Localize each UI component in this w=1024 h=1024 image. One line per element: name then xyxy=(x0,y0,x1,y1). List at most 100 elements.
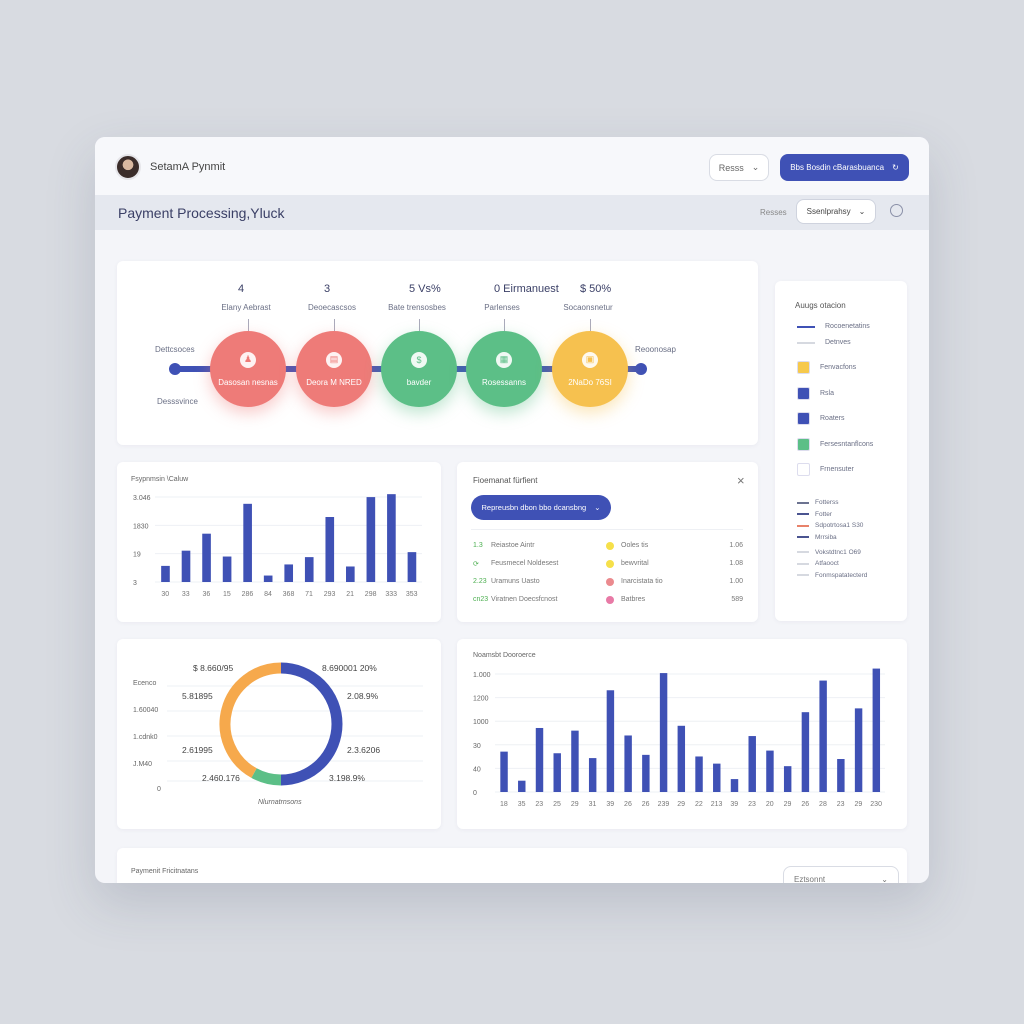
detail-row[interactable]: ⟳ Feusmecel Noldesest bewvrital 1.08 xyxy=(473,560,743,574)
donut-segment[interactable] xyxy=(280,662,343,786)
legend-label: Fotterss xyxy=(815,499,839,506)
row-name: Reiastoe Aintr xyxy=(491,542,535,549)
bar[interactable] xyxy=(571,730,579,792)
bar[interactable] xyxy=(713,763,721,792)
track-end-dot xyxy=(635,363,647,375)
x-tick-label: 230 xyxy=(870,801,882,808)
stage-stat: 0 Eirmanuest xyxy=(494,283,559,295)
bar[interactable] xyxy=(304,557,314,582)
bar[interactable] xyxy=(854,708,863,792)
top-header: SetamA Pynmit Resss ⌄ Bbs Bosdin cBarasbu… xyxy=(95,137,929,195)
legend-line xyxy=(797,536,809,538)
donut-segment[interactable] xyxy=(251,768,282,786)
dropdown-label: Resss xyxy=(718,162,744,173)
x-tick-label: 25 xyxy=(553,801,561,808)
bar[interactable] xyxy=(325,517,335,582)
bar[interactable] xyxy=(263,575,273,582)
bar[interactable] xyxy=(553,753,561,792)
legend-label: Roaters xyxy=(820,415,845,422)
primary-button-label: Bbs Bosdin cBarasbuanca xyxy=(790,163,885,172)
divider xyxy=(471,529,743,530)
row-icon: cn23 xyxy=(473,596,489,603)
bar[interactable] xyxy=(642,754,650,792)
search-icon[interactable] xyxy=(890,204,903,217)
detail-dropdown-label: Repreusbn dbon bbo dcansbng xyxy=(481,503,587,512)
chevron-down-icon: ⌄ xyxy=(858,207,866,216)
stage-circle-text: bavder xyxy=(406,377,432,387)
detail-row[interactable]: 2.23 Uramuns Uasto Inarcistata tio 1.00 xyxy=(473,578,743,592)
bar[interactable] xyxy=(677,725,686,792)
bar[interactable] xyxy=(766,750,774,792)
y-tick-label: 1.000 xyxy=(473,672,491,679)
x-tick-label: 33 xyxy=(182,591,190,598)
bar[interactable] xyxy=(624,735,632,792)
detail-row[interactable]: 1.3 Reiastoe Aintr Ooles tis 1.06 xyxy=(473,542,743,556)
bar[interactable] xyxy=(837,759,845,792)
x-tick-label: 71 xyxy=(305,591,313,598)
legend-line xyxy=(797,325,815,328)
x-tick-label: 23 xyxy=(748,801,756,808)
stage-label: Elany Aebrast xyxy=(221,303,271,312)
distribution-bar-chart: 0 40 30 1000 1200 1.000 18 35 23 25 29 31 39 26 26 239 2… xyxy=(473,668,885,808)
app-window: SetamA Pynmit Resss ⌄ Bbs Bosdin cBarasbu… xyxy=(95,137,929,883)
legend-swatch xyxy=(797,463,810,476)
pipeline-stage[interactable]: ▦ Rosessanns xyxy=(466,331,542,407)
donut-value-label: 2.460.176 xyxy=(202,773,240,783)
bar[interactable] xyxy=(819,680,827,792)
pipeline-stage[interactable]: ▤ Deora M NRED xyxy=(296,331,372,407)
row-icon: 1.3 xyxy=(473,542,483,549)
person-icon: ♟ xyxy=(240,351,256,368)
bar[interactable] xyxy=(659,673,668,792)
bar[interactable] xyxy=(801,712,810,792)
filter-select[interactable]: Ssenlprahsy ⌄ xyxy=(796,199,876,224)
row-value: 1.06 xyxy=(729,542,743,549)
stage-stat: 5 Vs% xyxy=(409,283,441,295)
pipeline-stage[interactable]: $ bavder xyxy=(381,331,457,407)
bar[interactable] xyxy=(695,756,703,792)
wallet-icon: ▣ xyxy=(582,351,598,368)
legend-label: Fonmspatatecterd xyxy=(815,571,868,579)
bar[interactable] xyxy=(202,533,211,582)
stage-label: Parlenses xyxy=(484,303,520,312)
bar[interactable] xyxy=(606,690,615,792)
bar[interactable] xyxy=(748,736,756,792)
detail-row[interactable]: cn23 Viratnen Doecsfcnost Batbres 589 xyxy=(473,596,743,610)
x-tick-label: 22 xyxy=(695,801,703,808)
pipeline-stage[interactable]: ♟ Dasosan nesnas xyxy=(210,331,286,407)
avatar[interactable] xyxy=(115,154,141,180)
row-status: Inarcistata tio xyxy=(621,578,663,585)
chevron-down-icon: ⌄ xyxy=(594,503,601,512)
row-icon: ⟳ xyxy=(473,561,479,568)
bar[interactable] xyxy=(588,758,597,792)
bar[interactable] xyxy=(222,556,232,582)
footer-select[interactable]: Eztsonnt ⌄ xyxy=(783,866,899,883)
legend-line xyxy=(797,513,809,515)
bar[interactable] xyxy=(783,766,792,792)
row-value: 589 xyxy=(731,596,743,603)
bar[interactable] xyxy=(730,779,739,792)
y-tick-label: 19 xyxy=(133,552,141,559)
bar[interactable] xyxy=(872,668,881,792)
pipeline-stage[interactable]: ▣ 2NaDo 76SI xyxy=(552,331,628,407)
primary-action-button[interactable]: Bbs Bosdin cBarasbuanca ↻ xyxy=(780,154,909,181)
bar[interactable] xyxy=(518,780,526,792)
x-tick-label: 293 xyxy=(324,591,336,598)
bar[interactable] xyxy=(181,550,191,582)
bar[interactable] xyxy=(366,497,376,582)
x-tick-label: 39 xyxy=(606,801,614,808)
header-dropdown[interactable]: Resss ⌄ xyxy=(709,154,769,181)
legend-item: Sdpotrtosa1 S30 xyxy=(797,522,863,529)
detail-dropdown[interactable]: Repreusbn dbon bbo dcansbng ⌄ xyxy=(471,495,611,520)
close-icon[interactable]: × xyxy=(737,473,745,488)
bar[interactable] xyxy=(407,552,417,582)
bar[interactable] xyxy=(243,503,252,582)
bar[interactable] xyxy=(500,751,508,792)
donut-segment[interactable] xyxy=(219,662,282,778)
legend-swatch xyxy=(797,412,810,425)
bar[interactable] xyxy=(161,565,170,582)
y-tick-label: 30 xyxy=(473,743,481,750)
bar[interactable] xyxy=(535,727,544,792)
bar[interactable] xyxy=(284,564,294,582)
bar[interactable] xyxy=(387,494,396,582)
bar[interactable] xyxy=(346,566,355,582)
